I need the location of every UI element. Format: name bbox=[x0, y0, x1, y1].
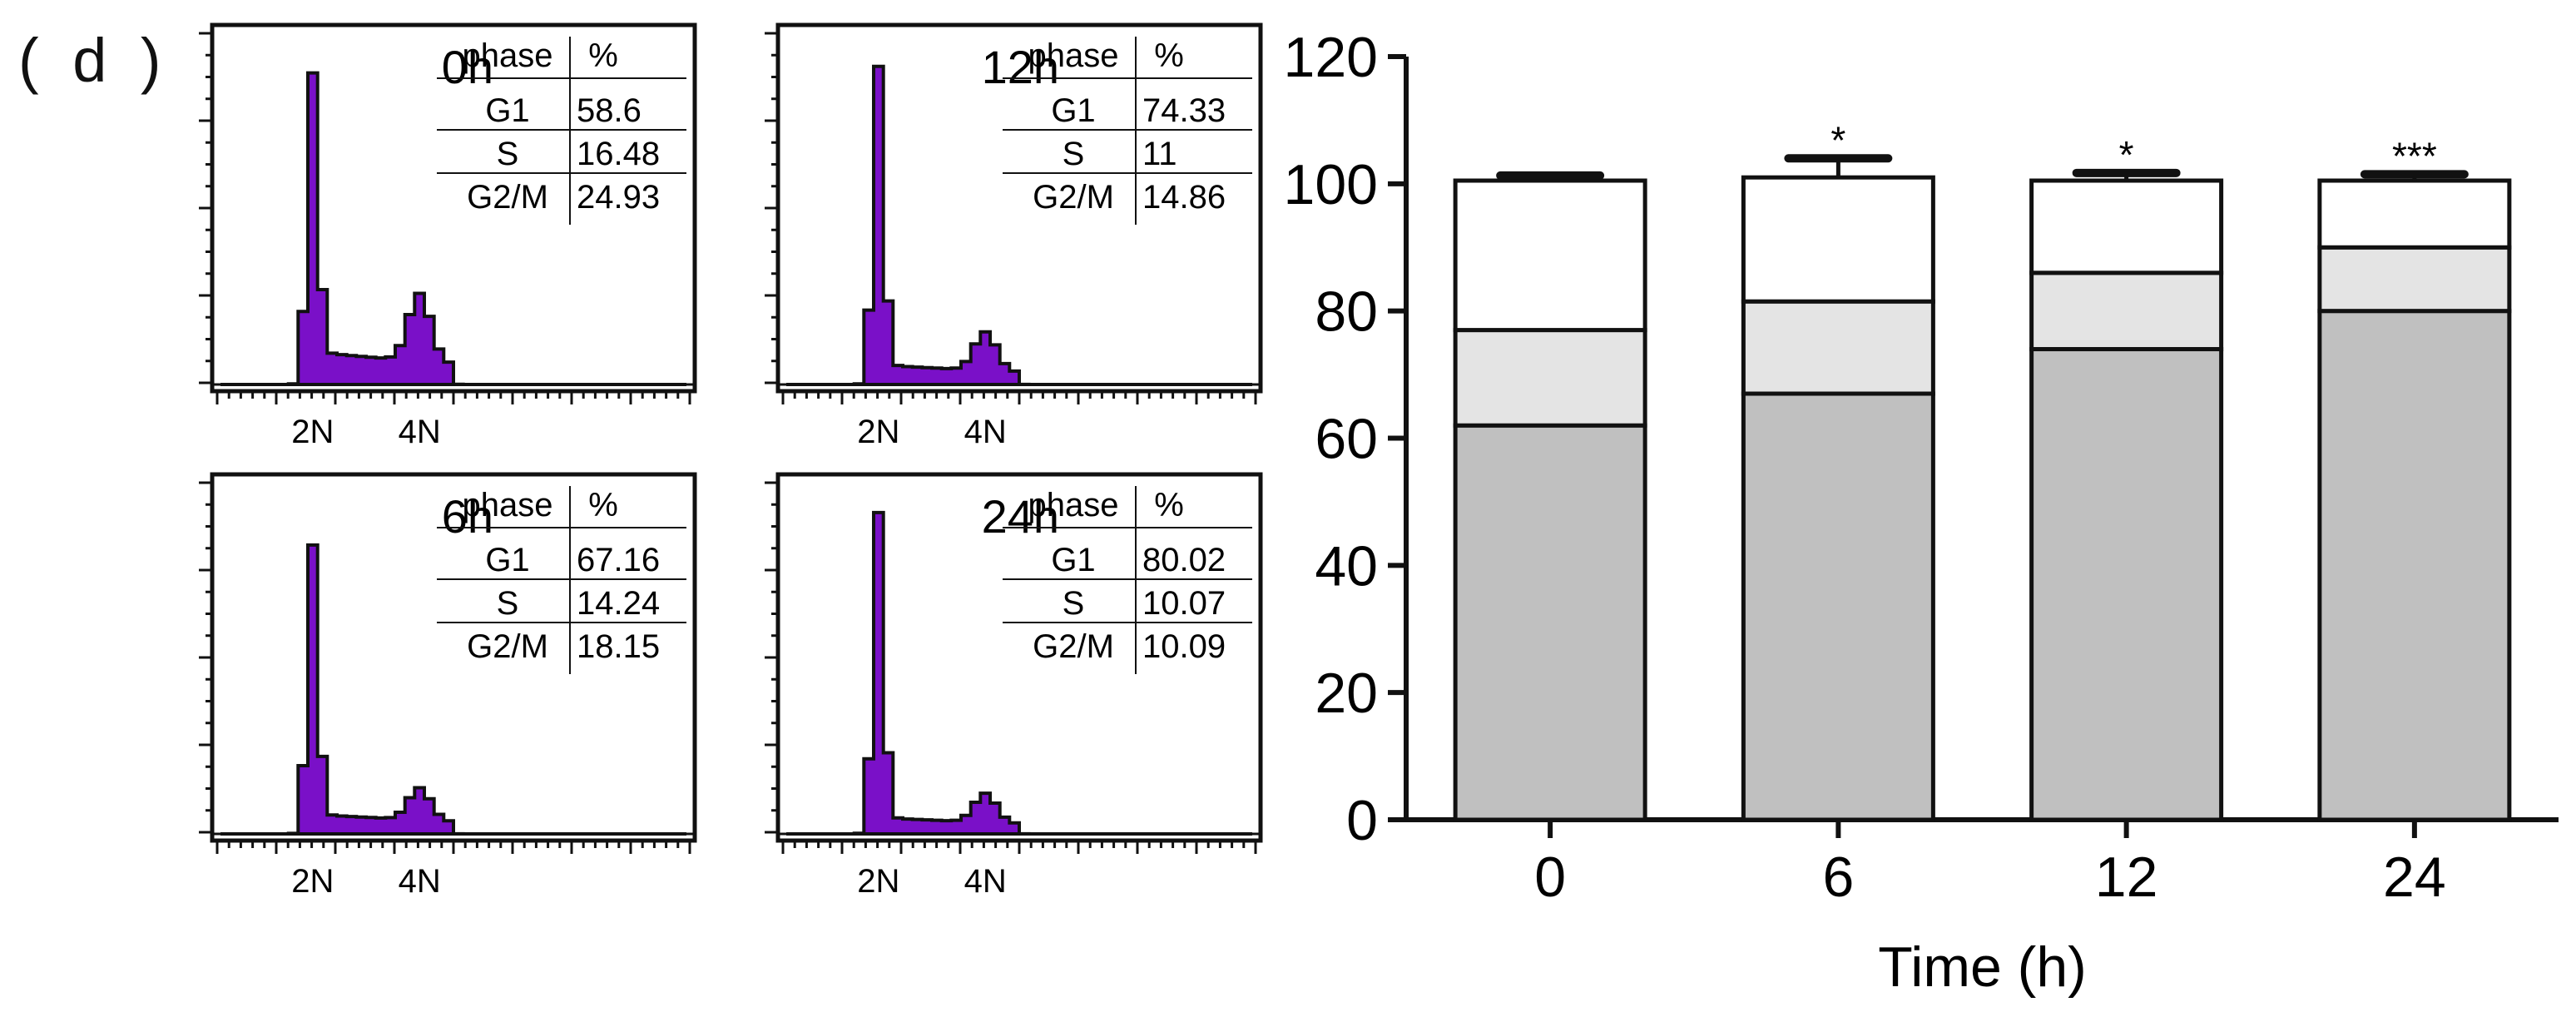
y-tick-label: 80 bbox=[1315, 280, 1378, 344]
table-phase-S: S bbox=[1063, 585, 1085, 622]
table-phase-G1: G1 bbox=[1051, 542, 1095, 578]
stacked-bar-chart: 02040608010012006****12*******24********… bbox=[1284, 26, 2559, 999]
significance-stars: *** bbox=[2392, 134, 2437, 177]
table-header-percent: % bbox=[588, 37, 618, 74]
bar-segment bbox=[1453, 178, 1647, 333]
significance-stars: * bbox=[1830, 118, 1845, 161]
tick-label-2N: 2N bbox=[291, 863, 334, 900]
bar-segment bbox=[2317, 309, 2512, 822]
bar-segment bbox=[1741, 391, 1935, 822]
table-header-percent: % bbox=[588, 487, 618, 523]
x-tick-label: 12 bbox=[2095, 846, 2158, 909]
y-tick-label: 40 bbox=[1315, 534, 1378, 598]
table-value-G1: 74.33 bbox=[1142, 92, 1226, 129]
table-phase-G1: G1 bbox=[485, 542, 529, 578]
table-phase-S: S bbox=[497, 585, 519, 622]
bar-segment bbox=[2317, 178, 2512, 250]
time-label: 6h bbox=[442, 490, 493, 543]
table-header-percent: % bbox=[1154, 37, 1184, 74]
table-value-S: 11 bbox=[1142, 136, 1177, 172]
time-label: 0h bbox=[442, 41, 493, 93]
x-tick-label: 0 bbox=[1534, 846, 1566, 909]
tick-label-4N: 4N bbox=[399, 414, 441, 450]
table-header-phase: phase bbox=[1028, 37, 1119, 74]
bar-segment bbox=[2029, 270, 2224, 352]
table-value-S: 16.48 bbox=[577, 136, 660, 172]
table-value-G2/M: 14.86 bbox=[1142, 179, 1226, 216]
table-phase-G2/M: G2/M bbox=[1033, 179, 1114, 216]
y-tick-label: 100 bbox=[1284, 153, 1378, 216]
table-value-G2/M: 24.93 bbox=[577, 179, 660, 216]
bar-segment bbox=[2317, 245, 2512, 314]
table-header-phase: phase bbox=[1028, 487, 1119, 523]
y-tick-label: 0 bbox=[1346, 789, 1378, 852]
x-tick-label: 24 bbox=[2383, 846, 2446, 909]
time-label: 12h bbox=[982, 41, 1059, 93]
tick-label-2N: 2N bbox=[857, 414, 899, 450]
x-tick-label: 6 bbox=[1822, 846, 1854, 909]
y-tick-label: 120 bbox=[1284, 26, 1378, 89]
histogram-frame bbox=[775, 22, 1263, 394]
table-phase-G2/M: G2/M bbox=[1033, 628, 1114, 665]
table-phase-S: S bbox=[1063, 136, 1085, 172]
tick-label-2N: 2N bbox=[857, 863, 899, 900]
table-value-G1: 80.02 bbox=[1142, 542, 1226, 578]
table-value-G2/M: 10.09 bbox=[1142, 628, 1226, 665]
time-label: 24h bbox=[982, 490, 1059, 543]
table-value-S: 14.24 bbox=[577, 585, 660, 622]
table-value-G1: 58.6 bbox=[577, 92, 642, 129]
table-header-phase: phase bbox=[463, 487, 553, 523]
bar-segment bbox=[1453, 328, 1647, 428]
bar-segment bbox=[2029, 347, 2224, 822]
tick-label-2N: 2N bbox=[291, 414, 334, 450]
table-value-G1: 67.16 bbox=[577, 542, 660, 578]
significance-stars: * bbox=[2119, 133, 2134, 176]
bar-segment bbox=[1453, 423, 1647, 822]
table-phase-G1: G1 bbox=[485, 92, 529, 129]
table-phase-G2/M: G2/M bbox=[467, 628, 548, 665]
bar-segment bbox=[2029, 178, 2224, 275]
table-value-G2/M: 18.15 bbox=[577, 628, 660, 665]
table-phase-S: S bbox=[497, 136, 519, 172]
table-value-S: 10.07 bbox=[1142, 585, 1226, 622]
table-header-percent: % bbox=[1154, 487, 1184, 523]
histogram-frame bbox=[775, 472, 1263, 843]
tick-label-4N: 4N bbox=[399, 863, 441, 900]
panel-label: ( d ) bbox=[18, 26, 170, 95]
table-phase-G1: G1 bbox=[1051, 92, 1095, 129]
histogram-frame bbox=[210, 472, 697, 843]
bar-segment bbox=[1741, 175, 1935, 304]
bar-segment bbox=[1741, 299, 1935, 396]
y-tick-label: 20 bbox=[1315, 662, 1378, 725]
table-header-phase: phase bbox=[463, 37, 553, 74]
histogram-frame bbox=[210, 22, 697, 394]
y-tick-label: 60 bbox=[1315, 408, 1378, 471]
table-phase-G2/M: G2/M bbox=[467, 179, 548, 216]
tick-label-4N: 4N bbox=[964, 863, 1007, 900]
tick-label-4N: 4N bbox=[964, 414, 1007, 450]
x-axis-label: Time (h) bbox=[1878, 935, 2087, 999]
